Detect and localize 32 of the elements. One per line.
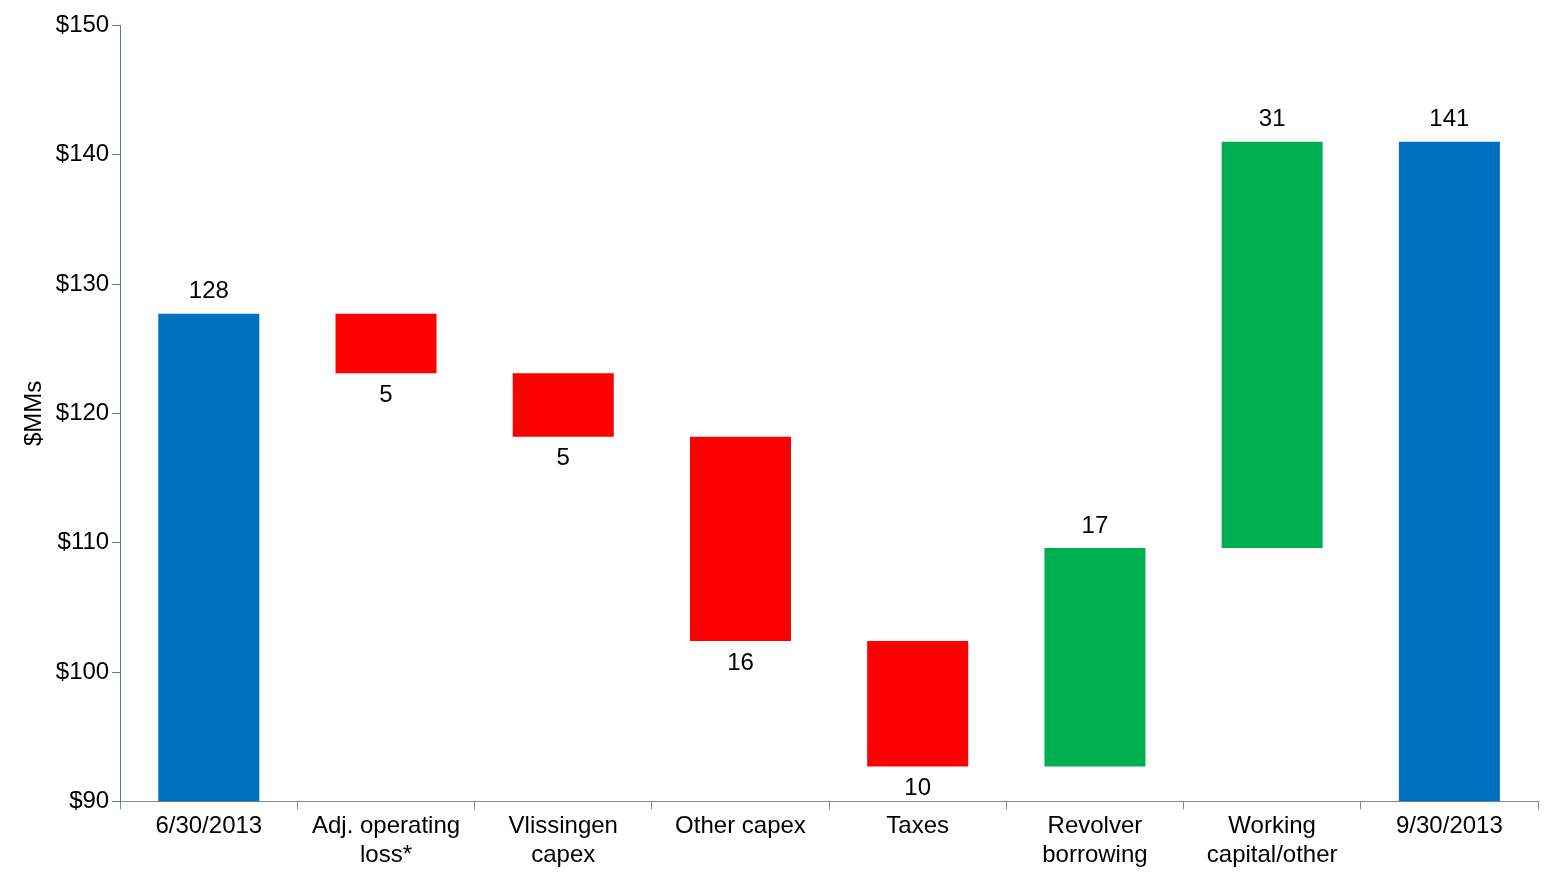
- bar: [158, 313, 260, 802]
- data-label: 5: [556, 443, 570, 471]
- x-tick-label: Adj. operating loss*: [311, 811, 461, 868]
- y-axis-title: $MMs: [19, 380, 47, 447]
- x-tick-label: Working capital/other: [1206, 811, 1338, 868]
- y-tick-label: $150: [55, 10, 110, 38]
- x-tick-label: Other capex: [675, 811, 806, 839]
- bar: [335, 313, 437, 374]
- data-label: 128: [188, 276, 229, 304]
- bar: [867, 641, 969, 767]
- x-tick-label: Vlissingen capex: [508, 811, 618, 868]
- x-tick-label: 9/30/2013: [1396, 811, 1503, 839]
- bar: [1221, 141, 1323, 548]
- x-tick-label: 6/30/2013: [155, 811, 263, 839]
- y-tick-label: $130: [55, 268, 110, 296]
- bar: [1398, 141, 1500, 802]
- data-label: 17: [1081, 510, 1109, 538]
- y-tick-label: $90: [69, 786, 110, 814]
- data-label: 10: [904, 773, 932, 801]
- bar: [689, 436, 791, 642]
- data-label: 5: [379, 379, 393, 407]
- data-label: 141: [1429, 104, 1470, 132]
- data-label: 16: [727, 647, 754, 675]
- x-tick-label: Taxes: [886, 811, 950, 839]
- bar: [512, 373, 614, 437]
- y-tick-label: $140: [55, 139, 110, 167]
- data-label: 31: [1258, 104, 1286, 132]
- bar: [1044, 547, 1146, 767]
- y-tick-label: $100: [55, 656, 110, 684]
- y-tick-label: $120: [55, 398, 110, 426]
- x-tick-label: Revolver borrowing: [1042, 811, 1148, 868]
- y-tick-label: $110: [57, 527, 110, 555]
